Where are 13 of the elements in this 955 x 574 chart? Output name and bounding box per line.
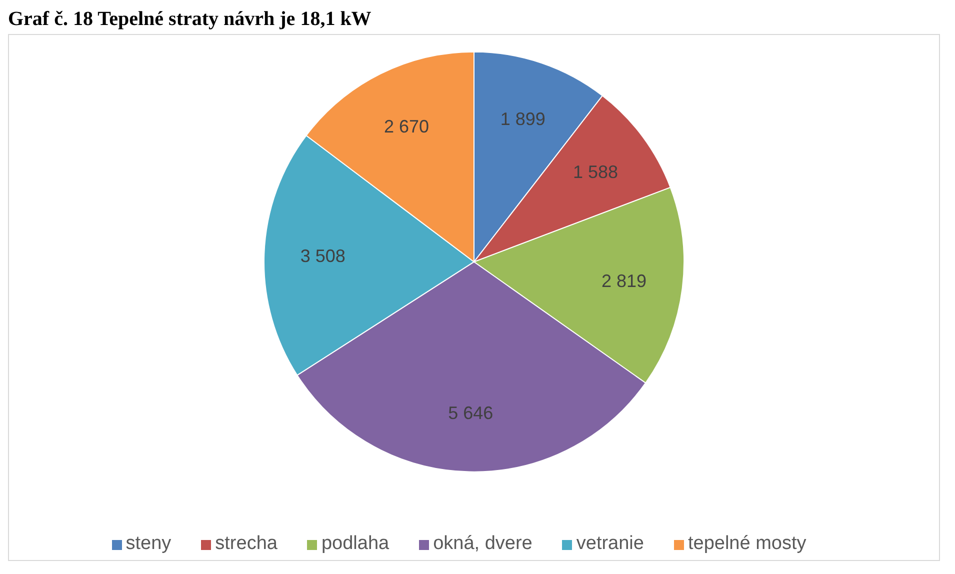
legend-label: steny xyxy=(126,533,172,554)
chart-title: Graf č. 18 Tepelné straty návrh je 18,1 kW xyxy=(8,8,372,32)
data-label: 2 670 xyxy=(384,116,430,137)
legend-label: okná, dvere xyxy=(433,533,532,554)
legend-label: podlaha xyxy=(321,533,390,554)
data-label: 2 819 xyxy=(601,270,647,291)
legend-label: tepelné mosty xyxy=(688,533,806,554)
data-label: 5 646 xyxy=(448,403,494,424)
data-label: 1 588 xyxy=(572,162,618,182)
data-label: 1 899 xyxy=(500,108,546,129)
data-label: 3 508 xyxy=(300,246,346,266)
legend-label: strecha xyxy=(215,533,278,554)
legend-label: vetranie xyxy=(576,533,644,554)
